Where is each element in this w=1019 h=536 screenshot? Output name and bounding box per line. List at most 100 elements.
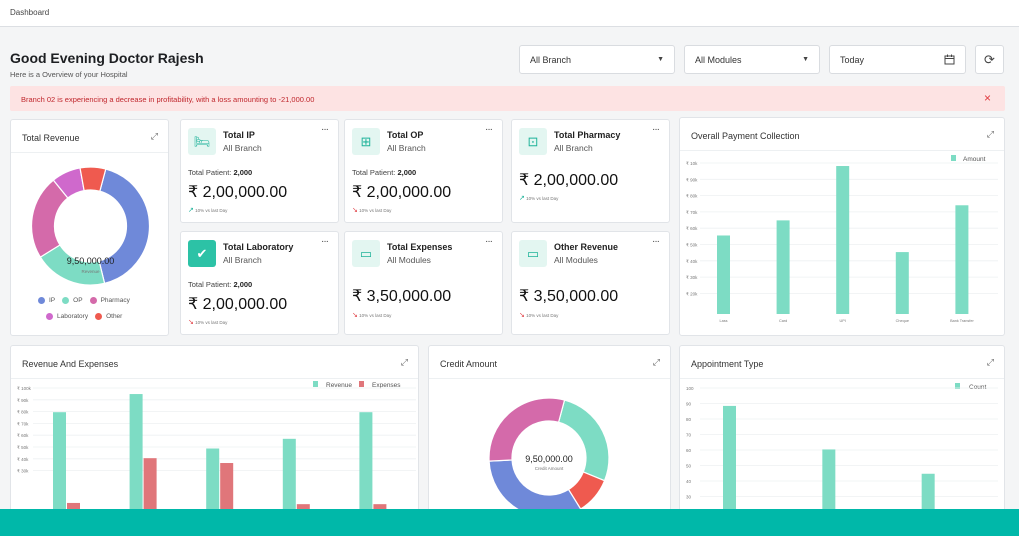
x-tick-label: Cheque bbox=[896, 319, 909, 323]
stat-scope: All Branch bbox=[223, 143, 262, 153]
more-icon[interactable]: ··· bbox=[321, 236, 329, 247]
legend-label: Laboratory bbox=[57, 313, 89, 320]
more-icon[interactable]: ··· bbox=[652, 124, 660, 135]
chart-bar[interactable] bbox=[373, 504, 387, 509]
total-revenue-card: Total Revenue ⤢ 9,50,000.00 Revenue IP O… bbox=[10, 119, 169, 336]
breadcrumb[interactable]: Dashboard bbox=[10, 8, 50, 17]
appointment-type-card: Appointment Type ⤢ Count 100 90 80 70 60 50 40… bbox=[679, 345, 1005, 516]
expand-icon[interactable]: ⤢ bbox=[986, 129, 994, 139]
chart-bar[interactable] bbox=[220, 463, 234, 509]
chart-bar[interactable] bbox=[723, 405, 736, 516]
stat-card-total-op[interactable]: ⊞ Total OP All Branch ··· Total Patient:… bbox=[344, 119, 503, 223]
trend: ↘ 10% vs last Day bbox=[519, 312, 559, 319]
alert-message: Branch 02 is experiencing a decrease in … bbox=[21, 95, 315, 104]
donut-slice[interactable] bbox=[79, 166, 107, 192]
y-tick-label: ₹ 60k bbox=[686, 226, 698, 231]
cash-icon: ▭ bbox=[519, 240, 547, 267]
patient-count: Total Patient: 2,000 bbox=[188, 168, 253, 177]
x-tick-label: UPI bbox=[840, 319, 846, 323]
card-title: Credit Amount bbox=[440, 359, 498, 369]
donut-center-label: Revenue bbox=[81, 269, 100, 274]
chart-bar[interactable] bbox=[776, 220, 790, 314]
modules-select[interactable]: All Modules ▼ bbox=[684, 45, 820, 74]
chart-bar[interactable] bbox=[921, 473, 935, 516]
y-tick-label: ₹ 80k bbox=[686, 194, 698, 199]
trend-down-icon: ↘ bbox=[188, 319, 194, 326]
y-tick-label: 40 bbox=[686, 479, 692, 484]
trend-up-icon: ↗ bbox=[519, 195, 525, 202]
bed-icon: 🛏 bbox=[188, 128, 216, 155]
y-tick-label: 70 bbox=[686, 433, 692, 438]
chevron-down-icon: ▼ bbox=[657, 56, 664, 63]
stat-amount: ₹ 3,50,000.00 bbox=[519, 288, 619, 305]
stat-card-total-pharmacy[interactable]: ⊡ Total Pharmacy All Branch ··· ₹ 2,00,0… bbox=[511, 119, 670, 223]
legend-dot bbox=[38, 297, 45, 304]
chart-bar[interactable] bbox=[296, 504, 310, 509]
trend-down-icon: ↘ bbox=[352, 207, 358, 214]
more-icon[interactable]: ··· bbox=[485, 236, 493, 247]
divider bbox=[429, 378, 670, 379]
chart-bar[interactable] bbox=[836, 166, 850, 314]
trend: ↗ 10% vs last Day bbox=[188, 207, 228, 214]
chart-bar[interactable] bbox=[67, 502, 80, 509]
y-tick-label: ₹ 50k bbox=[17, 445, 29, 450]
close-icon[interactable]: × bbox=[983, 91, 991, 105]
revenue-expenses-bar-chart: Revenue Expenses ₹ 100k ₹ 90k ₹ 80k ₹ 70k ₹ … bbox=[17, 381, 416, 510]
y-tick-label: ₹ 10k bbox=[686, 161, 698, 166]
payment-bar-chart: Amount ₹ 10k ₹ 90k ₹ 80k ₹ 70k ₹ 60k ₹ 50k ₹ 4… bbox=[686, 155, 998, 323]
stat-card-other-revenue[interactable]: ▭ Other Revenue All Modules ··· ₹ 3,50,0… bbox=[511, 231, 670, 335]
trend-down-icon: ↘ bbox=[352, 312, 358, 319]
chart-bar[interactable] bbox=[717, 235, 730, 314]
donut-center-value: 9,50,000.00 bbox=[67, 256, 115, 266]
more-icon[interactable]: ··· bbox=[652, 236, 660, 247]
alert-banner: Branch 02 is experiencing a decrease in … bbox=[10, 86, 1005, 111]
stat-card-total-expenses[interactable]: ▭ Total Expenses All Modules ··· ₹ 3,50,… bbox=[344, 231, 503, 335]
legend-swatch bbox=[313, 381, 318, 387]
expand-icon[interactable]: ⤢ bbox=[150, 131, 158, 141]
branch-select[interactable]: All Branch ▼ bbox=[519, 45, 675, 74]
expand-icon[interactable]: ⤢ bbox=[652, 357, 660, 367]
chart-bar[interactable] bbox=[895, 252, 909, 314]
stat-card-total-ip[interactable]: 🛏 Total IP All Branch ··· Total Patient:… bbox=[180, 119, 339, 223]
stat-scope: All Modules bbox=[387, 255, 431, 265]
chart-bar[interactable] bbox=[282, 438, 296, 509]
more-icon[interactable]: ··· bbox=[321, 124, 329, 135]
donut-slice[interactable] bbox=[557, 399, 610, 482]
stat-amount: ₹ 2,00,000.00 bbox=[188, 296, 288, 313]
legend-swatch bbox=[951, 155, 956, 161]
more-icon[interactable]: ··· bbox=[485, 124, 493, 135]
date-picker[interactable]: Today bbox=[829, 45, 966, 74]
refresh-button[interactable]: ⟳ bbox=[975, 45, 1004, 74]
chart-bar[interactable] bbox=[143, 458, 157, 509]
expand-icon[interactable]: ⤢ bbox=[986, 357, 994, 367]
stat-name: Total Expenses bbox=[387, 242, 453, 252]
chart-bar[interactable] bbox=[822, 449, 836, 516]
revenue-donut-chart: 9,50,000.00 Revenue bbox=[30, 166, 151, 286]
trend-down-icon: ↘ bbox=[519, 312, 525, 319]
chart-bar[interactable] bbox=[359, 412, 373, 509]
stat-scope: All Branch bbox=[223, 255, 262, 265]
legend-label: OP bbox=[73, 297, 83, 304]
chart-bar[interactable] bbox=[206, 448, 220, 510]
top-bar: Dashboard bbox=[0, 0, 1019, 27]
chevron-down-icon: ▼ bbox=[802, 56, 809, 63]
chart-bar[interactable] bbox=[129, 394, 143, 509]
y-tick-label: 80 bbox=[686, 417, 692, 422]
stat-amount: ₹ 2,00,000.00 bbox=[352, 184, 452, 201]
refresh-icon: ⟳ bbox=[984, 51, 995, 67]
y-tick-label: ₹ 20k bbox=[686, 291, 698, 296]
chart-bar[interactable] bbox=[53, 412, 66, 509]
check-circle-icon: ✔ bbox=[188, 240, 216, 267]
stat-card-total-laboratory[interactable]: ✔ Total Laboratory All Branch ··· Total … bbox=[180, 231, 339, 335]
card-title: Total Revenue bbox=[22, 133, 80, 143]
payment-collection-card: Overall Payment Collection ⤢ Amount ₹ 10… bbox=[679, 117, 1005, 336]
y-tick-label: 100 bbox=[686, 386, 694, 391]
legend-dot bbox=[46, 313, 53, 320]
donut-slice[interactable] bbox=[98, 168, 151, 285]
legend-label: Pharmacy bbox=[100, 297, 130, 304]
legend: Laboratory Other bbox=[46, 313, 122, 320]
expand-icon[interactable]: ⤢ bbox=[400, 357, 408, 367]
donut-slice[interactable] bbox=[488, 397, 566, 462]
chart-bar[interactable] bbox=[955, 205, 969, 314]
trend: ↘ 10% vs last Day bbox=[352, 207, 392, 214]
